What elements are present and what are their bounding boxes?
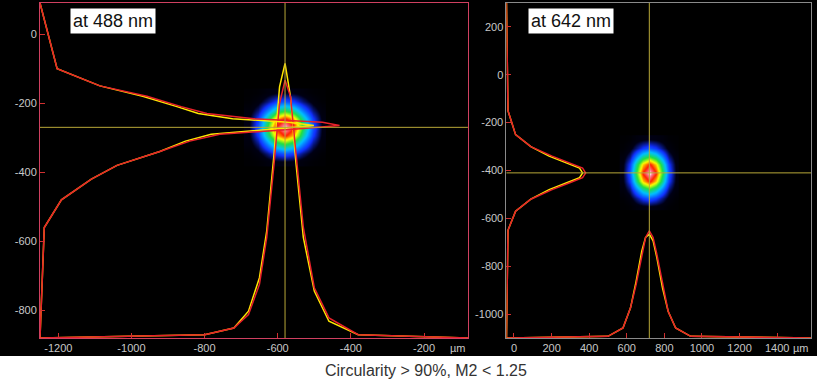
svg-text:600: 600	[618, 342, 636, 354]
svg-text:-400: -400	[481, 164, 503, 176]
svg-text:Circularity > 90%, M2 < 1.25: Circularity > 90%, M2 < 1.25	[325, 362, 527, 379]
svg-text:-600: -600	[267, 342, 289, 354]
svg-text:0: 0	[497, 69, 503, 81]
svg-text:at 488 nm: at 488 nm	[73, 11, 153, 31]
svg-text:-400: -400	[340, 342, 362, 354]
svg-text:-200: -200	[15, 97, 37, 109]
svg-text:-1000: -1000	[117, 342, 145, 354]
svg-text:-800: -800	[15, 304, 37, 316]
svg-text:800: 800	[655, 342, 673, 354]
svg-text:1400: 1400	[765, 342, 789, 354]
svg-text:-400: -400	[15, 166, 37, 178]
svg-text:200: 200	[542, 342, 560, 354]
svg-text:µm: µm	[450, 342, 466, 354]
svg-text:1000: 1000	[690, 342, 714, 354]
svg-text:-200: -200	[413, 342, 435, 354]
svg-text:µm: µm	[793, 342, 809, 354]
svg-text:-600: -600	[481, 212, 503, 224]
svg-text:at 642 nm: at 642 nm	[531, 11, 611, 31]
svg-text:200: 200	[485, 21, 503, 33]
svg-text:400: 400	[580, 342, 598, 354]
svg-text:-1000: -1000	[475, 308, 503, 320]
svg-text:-600: -600	[15, 235, 37, 247]
svg-text:0: 0	[511, 342, 517, 354]
svg-text:0: 0	[31, 28, 37, 40]
svg-text:1200: 1200	[727, 342, 751, 354]
svg-text:-800: -800	[481, 260, 503, 272]
svg-text:-800: -800	[194, 342, 216, 354]
svg-text:-200: -200	[481, 116, 503, 128]
svg-text:-1200: -1200	[44, 342, 72, 354]
